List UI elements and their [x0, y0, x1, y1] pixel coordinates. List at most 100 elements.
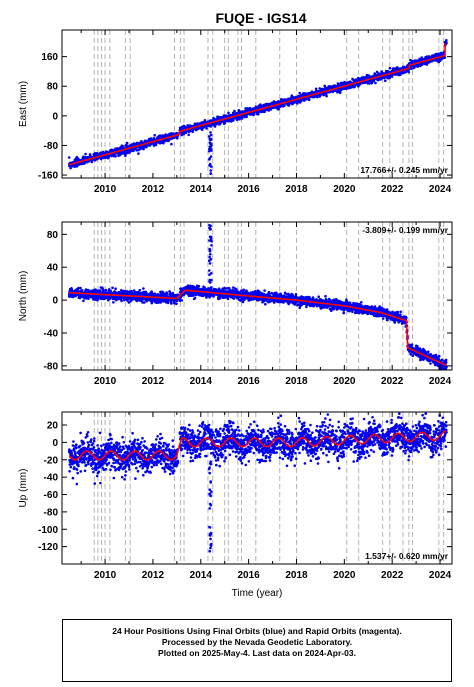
data-point — [102, 288, 105, 292]
data-point — [111, 286, 114, 290]
y-tick-label: 0 — [52, 111, 58, 122]
data-point — [69, 166, 72, 170]
data-point — [218, 296, 222, 300]
data-point — [367, 82, 371, 85]
data-point — [81, 289, 84, 293]
data-point — [145, 145, 148, 149]
data-point — [240, 117, 244, 120]
data-point — [176, 136, 179, 140]
data-point — [223, 286, 226, 290]
outlier-point — [209, 131, 212, 134]
x-tick-label: 2014 — [190, 184, 213, 195]
data-point — [324, 294, 327, 298]
panel-east: 2010 2012 2014 2016 2018 2020 2022 2024-160-800… — [18, 29, 453, 195]
data-point — [317, 295, 321, 299]
plot-canvas: FUQE - IGS14 2010 2012 2014 2016 2018 2020 202… — [18, 10, 453, 599]
panel-north: 2010 2012 2014 2016 2018 2020 2022 2024-80-4004… — [18, 221, 453, 387]
y-tick-label: -160 — [38, 171, 58, 182]
data-point — [77, 286, 80, 290]
data-point — [257, 113, 260, 116]
data-point — [168, 291, 172, 295]
data-point — [241, 300, 245, 304]
outlier-point — [209, 147, 213, 151]
outlier-point — [209, 137, 213, 141]
data-point — [67, 156, 71, 159]
x-tick-label: 2010 — [94, 184, 117, 195]
data-point — [82, 299, 85, 303]
data-point — [150, 301, 154, 305]
data-point — [410, 67, 413, 70]
data-point — [214, 123, 218, 126]
data-point — [264, 302, 267, 306]
data-point — [122, 145, 125, 148]
data-point — [175, 302, 178, 305]
data-point — [124, 154, 127, 157]
data-point — [325, 94, 328, 98]
data-point — [384, 79, 387, 82]
model-line — [68, 43, 447, 166]
data-point — [388, 66, 392, 70]
data-point — [109, 289, 112, 293]
data-point — [203, 286, 206, 290]
data-point — [283, 104, 286, 108]
data-point — [374, 81, 377, 85]
data-point — [170, 302, 173, 305]
data-point — [205, 127, 208, 130]
x-tick-label: 2022 — [381, 184, 404, 195]
y-tick-label: 160 — [41, 52, 58, 63]
data-point — [142, 301, 146, 304]
data-point — [166, 301, 170, 305]
data-point — [226, 297, 230, 301]
data-point — [142, 147, 145, 151]
data-point — [228, 287, 231, 290]
data-point — [338, 91, 342, 94]
x-tick-label: 2024 — [429, 184, 452, 195]
data-point — [298, 91, 302, 95]
outlier-point — [208, 147, 211, 151]
x-tick-label: 2016 — [238, 184, 261, 195]
data-point — [407, 70, 411, 74]
data-point — [87, 297, 90, 301]
data-point — [229, 289, 232, 292]
x-tick-label: 2012 — [142, 184, 165, 195]
data-point — [180, 299, 184, 302]
data-point — [380, 77, 383, 81]
data-point — [114, 287, 117, 291]
data-point — [138, 288, 142, 292]
data-point — [445, 39, 448, 42]
data-point — [245, 115, 248, 119]
x-tick-label: 2018 — [285, 184, 308, 195]
data-point — [120, 299, 123, 303]
data-point — [356, 76, 360, 80]
data-point — [209, 125, 213, 128]
data-point — [193, 296, 197, 300]
data-point — [132, 149, 135, 153]
data-point — [154, 143, 158, 147]
data-point — [235, 288, 238, 291]
data-point — [263, 289, 266, 292]
outlier-point — [209, 169, 212, 172]
data-point — [142, 287, 145, 290]
data-point — [230, 120, 233, 123]
data-point — [153, 134, 156, 137]
data-point — [114, 155, 117, 158]
outlier-point — [209, 172, 213, 175]
data-point — [119, 152, 123, 155]
data-point — [137, 152, 140, 155]
data-point — [84, 152, 87, 156]
data-point — [114, 298, 118, 302]
data-point — [161, 291, 165, 294]
data-point — [242, 288, 245, 292]
data-point — [142, 290, 146, 294]
outlier-point — [209, 133, 213, 137]
outlier-point — [209, 144, 213, 147]
data-point — [291, 102, 294, 106]
x-tick-label: 2020 — [333, 184, 356, 195]
data-points — [67, 39, 448, 175]
data-point — [149, 137, 153, 140]
velocity-label: 17.766+/- 0.245 mm/yr — [360, 165, 448, 175]
data-point — [227, 111, 230, 115]
data-point — [294, 293, 298, 296]
outlier-point — [209, 155, 213, 158]
